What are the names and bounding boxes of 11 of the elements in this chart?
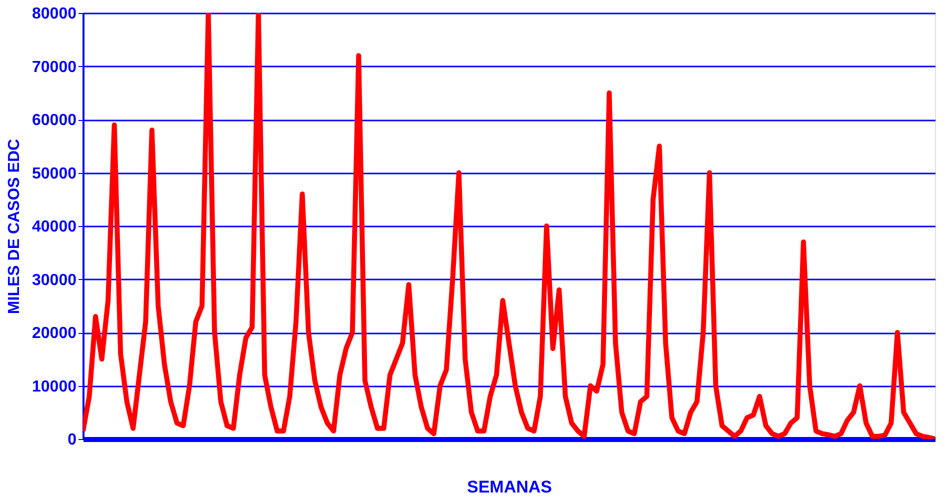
y-tick-label: 0 — [68, 432, 77, 448]
y-tick-label: 30000 — [32, 272, 77, 289]
y-tick-label: 40000 — [32, 218, 77, 236]
y-tick-label: 60000 — [32, 112, 77, 129]
y-tick-label: 50000 — [32, 165, 77, 182]
y-tick-label: 10000 — [32, 378, 77, 396]
y-axis-title: MILES DE CASOS EDC — [6, 138, 24, 314]
y-tick-label: 80000 — [32, 6, 77, 22]
y-tick-label: 70000 — [32, 58, 77, 76]
x-axis-title: SEMANAS — [466, 478, 552, 496]
y-tick-label: 20000 — [32, 325, 77, 342]
